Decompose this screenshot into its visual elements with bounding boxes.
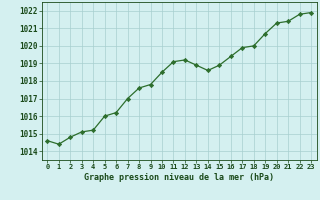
X-axis label: Graphe pression niveau de la mer (hPa): Graphe pression niveau de la mer (hPa): [84, 173, 274, 182]
